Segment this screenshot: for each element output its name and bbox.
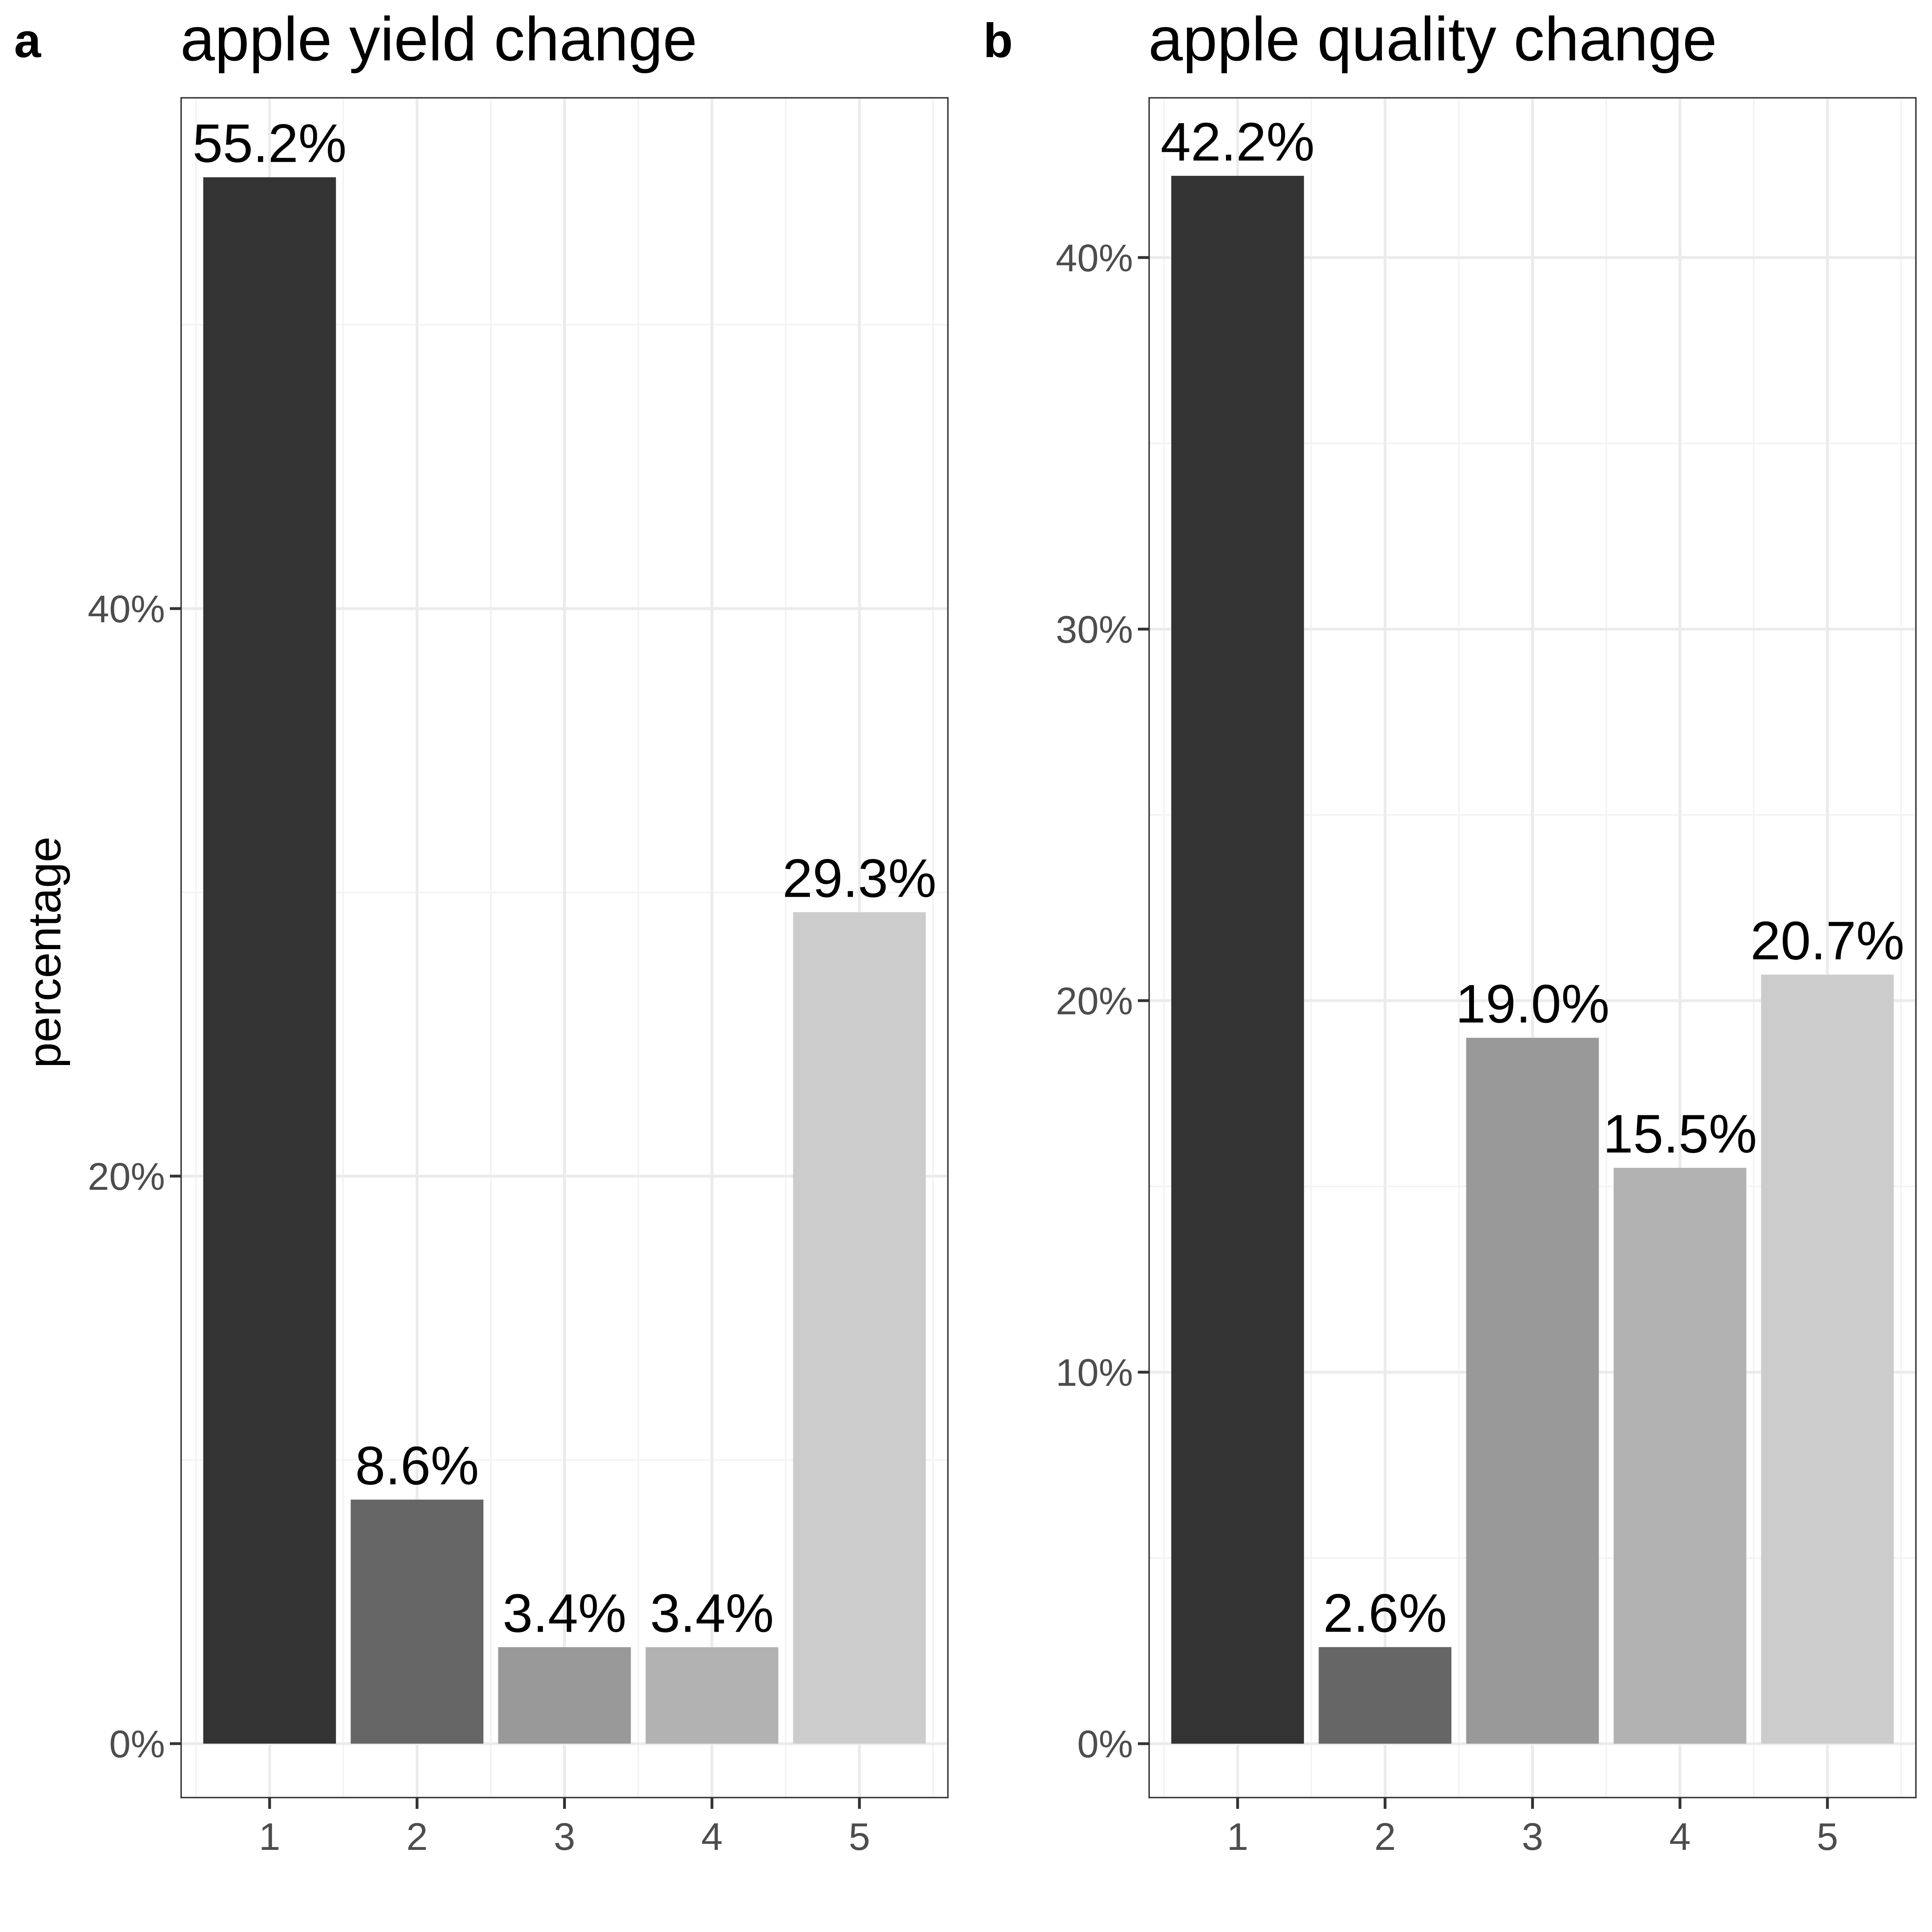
y-axis-a: 0% 20% 40% [88,588,181,1766]
y-tick-label-b: 10% [1056,1351,1133,1394]
bar-b-2 [1319,1647,1452,1744]
panel-title-a: apple yield change [180,4,697,74]
x-tick-label-a: 5 [848,1815,870,1858]
x-tick-label-a: 1 [259,1815,280,1858]
x-axis-a: 1 2 3 4 5 [259,1798,870,1858]
y-tick-label-b: 0% [1077,1723,1133,1766]
bar-a-4 [645,1647,778,1744]
bar-label-a-2: 8.6% [355,1435,479,1496]
panel-a-yield: a apple yield change 55.2% 8.6% 3.4% 3.4% 29… [14,4,949,1858]
bar-a-5 [793,912,926,1744]
x-tick-label-a: 4 [701,1815,722,1858]
bar-labels-b: 42.2% 2.6% 19.0% 15.5% 20.7% [1160,111,1904,1643]
bar-b-4 [1613,1168,1746,1744]
y-tick-label-b: 20% [1056,980,1133,1023]
bar-b-1 [1171,175,1304,1744]
bar-label-a-5: 29.3% [782,848,937,908]
panel-border-a [180,97,949,1798]
panel-tag-a: a [14,14,41,68]
x-tick-label-b: 4 [1669,1815,1690,1858]
y-tick-label-a: 0% [109,1723,165,1766]
bar-a-2 [351,1499,484,1744]
bar-b-3 [1466,1038,1599,1744]
y-axis-b: 0% 10% 20% 30% 40% [1056,237,1149,1766]
bar-label-b-5: 20.7% [1750,910,1905,971]
x-tick-label-b: 1 [1227,1815,1248,1858]
bar-label-b-3: 19.0% [1455,973,1610,1034]
bar-label-b-4: 15.5% [1603,1103,1757,1164]
bar-a-3 [498,1647,631,1744]
y-tick-label-a: 40% [88,588,165,631]
x-tick-label-a: 2 [406,1815,427,1858]
y-tick-label-b: 30% [1056,608,1133,651]
bar-label-a-4: 3.4% [650,1583,774,1643]
bar-label-a-1: 55.2% [192,113,347,173]
x-tick-label-b: 3 [1522,1815,1543,1858]
bar-label-b-1: 42.2% [1160,111,1315,172]
bar-label-a-3: 3.4% [503,1583,627,1643]
x-tick-label-b: 5 [1816,1815,1838,1858]
y-axis-title: percentage [19,836,70,1068]
x-tick-label-a: 3 [554,1815,575,1858]
panel-border-b [1148,97,1917,1798]
x-axis-b: 1 2 3 4 5 [1227,1798,1838,1858]
x-tick-label-b: 2 [1374,1815,1395,1858]
panel-title-b: apple quality change [1148,4,1717,74]
panel-b-quality: b apple quality change 42.2% 2.6% 19.0% 15.… [983,4,1917,1858]
bars-b [1171,175,1894,1744]
bar-label-b-2: 2.6% [1323,1583,1447,1643]
bar-labels-a: 55.2% 8.6% 3.4% 3.4% 29.3% [192,113,936,1643]
bars-a [203,177,926,1744]
y-tick-label-a: 20% [88,1155,165,1198]
bar-b-5 [1761,974,1894,1744]
panel-tag-b: b [983,14,1013,68]
bar-a-1 [203,177,336,1744]
y-tick-label-b: 40% [1056,237,1133,280]
